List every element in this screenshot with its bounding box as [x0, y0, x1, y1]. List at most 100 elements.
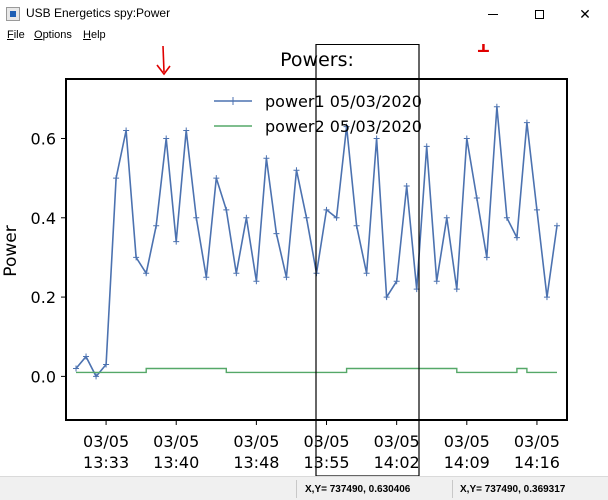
data-point [503, 214, 510, 221]
menu-file[interactable]: File [7, 29, 25, 41]
data-point [513, 234, 520, 241]
x-tick-date: 03/05 [303, 432, 349, 451]
data-point [103, 361, 110, 368]
data-point [543, 294, 550, 301]
x-tick-time: 14:02 [374, 453, 420, 472]
minimize-button[interactable] [470, 0, 516, 28]
data-point [213, 175, 220, 182]
menu-help[interactable]: Help [83, 29, 106, 41]
data-point [333, 214, 340, 221]
x-tick-date: 03/05 [233, 432, 279, 451]
y-axis-label: Power [1, 225, 21, 276]
data-point [153, 222, 160, 229]
selection-box-top [316, 44, 419, 45]
legend-label: power2 05/03/2020 [265, 117, 422, 136]
status-coordinates-right: X,Y= 737490, 0.369317 [460, 484, 566, 495]
data-point [323, 206, 330, 213]
maximize-button[interactable] [516, 0, 562, 28]
data-point [373, 135, 380, 142]
y-ticks: 0.0 0.2 0.4 0.6 [31, 129, 66, 386]
status-coordinates-left: X,Y= 737490, 0.630406 [305, 484, 411, 495]
data-point [343, 123, 350, 130]
maximize-icon [534, 9, 544, 19]
x-tick-date: 03/05 [153, 432, 199, 451]
data-point [263, 155, 270, 162]
legend: power1 05/03/2020 power2 05/03/2020 [214, 92, 422, 136]
data-point [163, 135, 170, 142]
red-arrowhead-2 [156, 64, 171, 76]
y-tick-label: 0.4 [31, 209, 56, 228]
data-point [493, 103, 500, 110]
close-button[interactable]: ✕ [562, 0, 608, 28]
x-tick-time: 13:40 [153, 453, 199, 472]
status-separator [296, 480, 297, 498]
data-point [273, 230, 280, 237]
y-tick-label: 0.0 [31, 367, 56, 386]
status-bar: X,Y= 737490, 0.630406 X,Y= 737490, 0.369… [0, 476, 608, 500]
legend-marker [230, 97, 236, 105]
x-tick-date: 03/05 [514, 432, 560, 451]
data-point [143, 270, 150, 277]
close-icon: ✕ [579, 6, 591, 22]
data-point [173, 238, 180, 245]
x-tick-time: 13:33 [83, 453, 129, 472]
y-tick-label: 0.2 [31, 288, 56, 307]
chart-title: Powers: [280, 49, 354, 71]
data-point [233, 270, 240, 277]
data-point [83, 353, 90, 360]
power-chart[interactable]: Powers: Power 0.00.20.40.6 03/0513:3303/… [0, 18, 608, 477]
data-point [193, 214, 200, 221]
data-point [363, 270, 370, 277]
data-point [113, 175, 120, 182]
x-tick-time: 13:48 [233, 453, 279, 472]
plot-area[interactable]: Powers: Power 0.0 0.2 0.4 0.6 03/05 13:33 03/… [0, 18, 608, 477]
red-arrow-2 [162, 45, 165, 73]
data-point [533, 206, 540, 213]
x-tick-time: 14:09 [444, 453, 490, 472]
menu-bar: File Options Help [0, 28, 608, 44]
data-point [93, 373, 100, 380]
data-point [553, 222, 560, 229]
legend-label: power1 05/03/2020 [265, 92, 422, 111]
data-point [393, 278, 400, 285]
data-point [463, 135, 470, 142]
x-tick-date: 03/05 [444, 432, 490, 451]
data-point [383, 294, 390, 301]
x-ticks: 03/05 13:33 03/05 13:40 03/05 13:48 03/05 13:55… [83, 420, 560, 472]
x-tick-time: 13:55 [303, 453, 349, 472]
data-point [223, 206, 230, 213]
data-point [453, 286, 460, 293]
data-point [473, 194, 480, 201]
data-point [403, 183, 410, 190]
x-tick-time: 14:16 [514, 453, 560, 472]
menu-options[interactable]: Options [34, 29, 72, 41]
y-tick-label: 0.6 [31, 129, 56, 148]
data-point [303, 214, 310, 221]
data-point [283, 274, 290, 281]
data-point [423, 143, 430, 150]
data-point [353, 222, 360, 229]
data-point [483, 254, 490, 261]
series-line-2 [76, 367, 557, 374]
data-point [243, 214, 250, 221]
data-point [123, 127, 130, 134]
data-point [203, 274, 210, 281]
window-title: USB Energetics spy:Power [26, 6, 171, 20]
data-point [293, 167, 300, 174]
annotation-number-1: 1 [475, 44, 492, 59]
data-point [133, 254, 140, 261]
annotation-number-2: 2 [168, 44, 183, 46]
title-bar[interactable]: USB Energetics spy:Power ✕ [0, 0, 608, 28]
data-point [523, 119, 530, 126]
minimize-icon [488, 13, 498, 15]
data-point [183, 127, 190, 134]
data-point [443, 214, 450, 221]
x-tick-date: 03/05 [83, 432, 129, 451]
app-icon [6, 7, 20, 21]
x-tick-date: 03/05 [374, 432, 420, 451]
data-point [73, 365, 80, 372]
data-point [433, 278, 440, 285]
status-separator [452, 480, 453, 498]
data-point [253, 278, 260, 285]
